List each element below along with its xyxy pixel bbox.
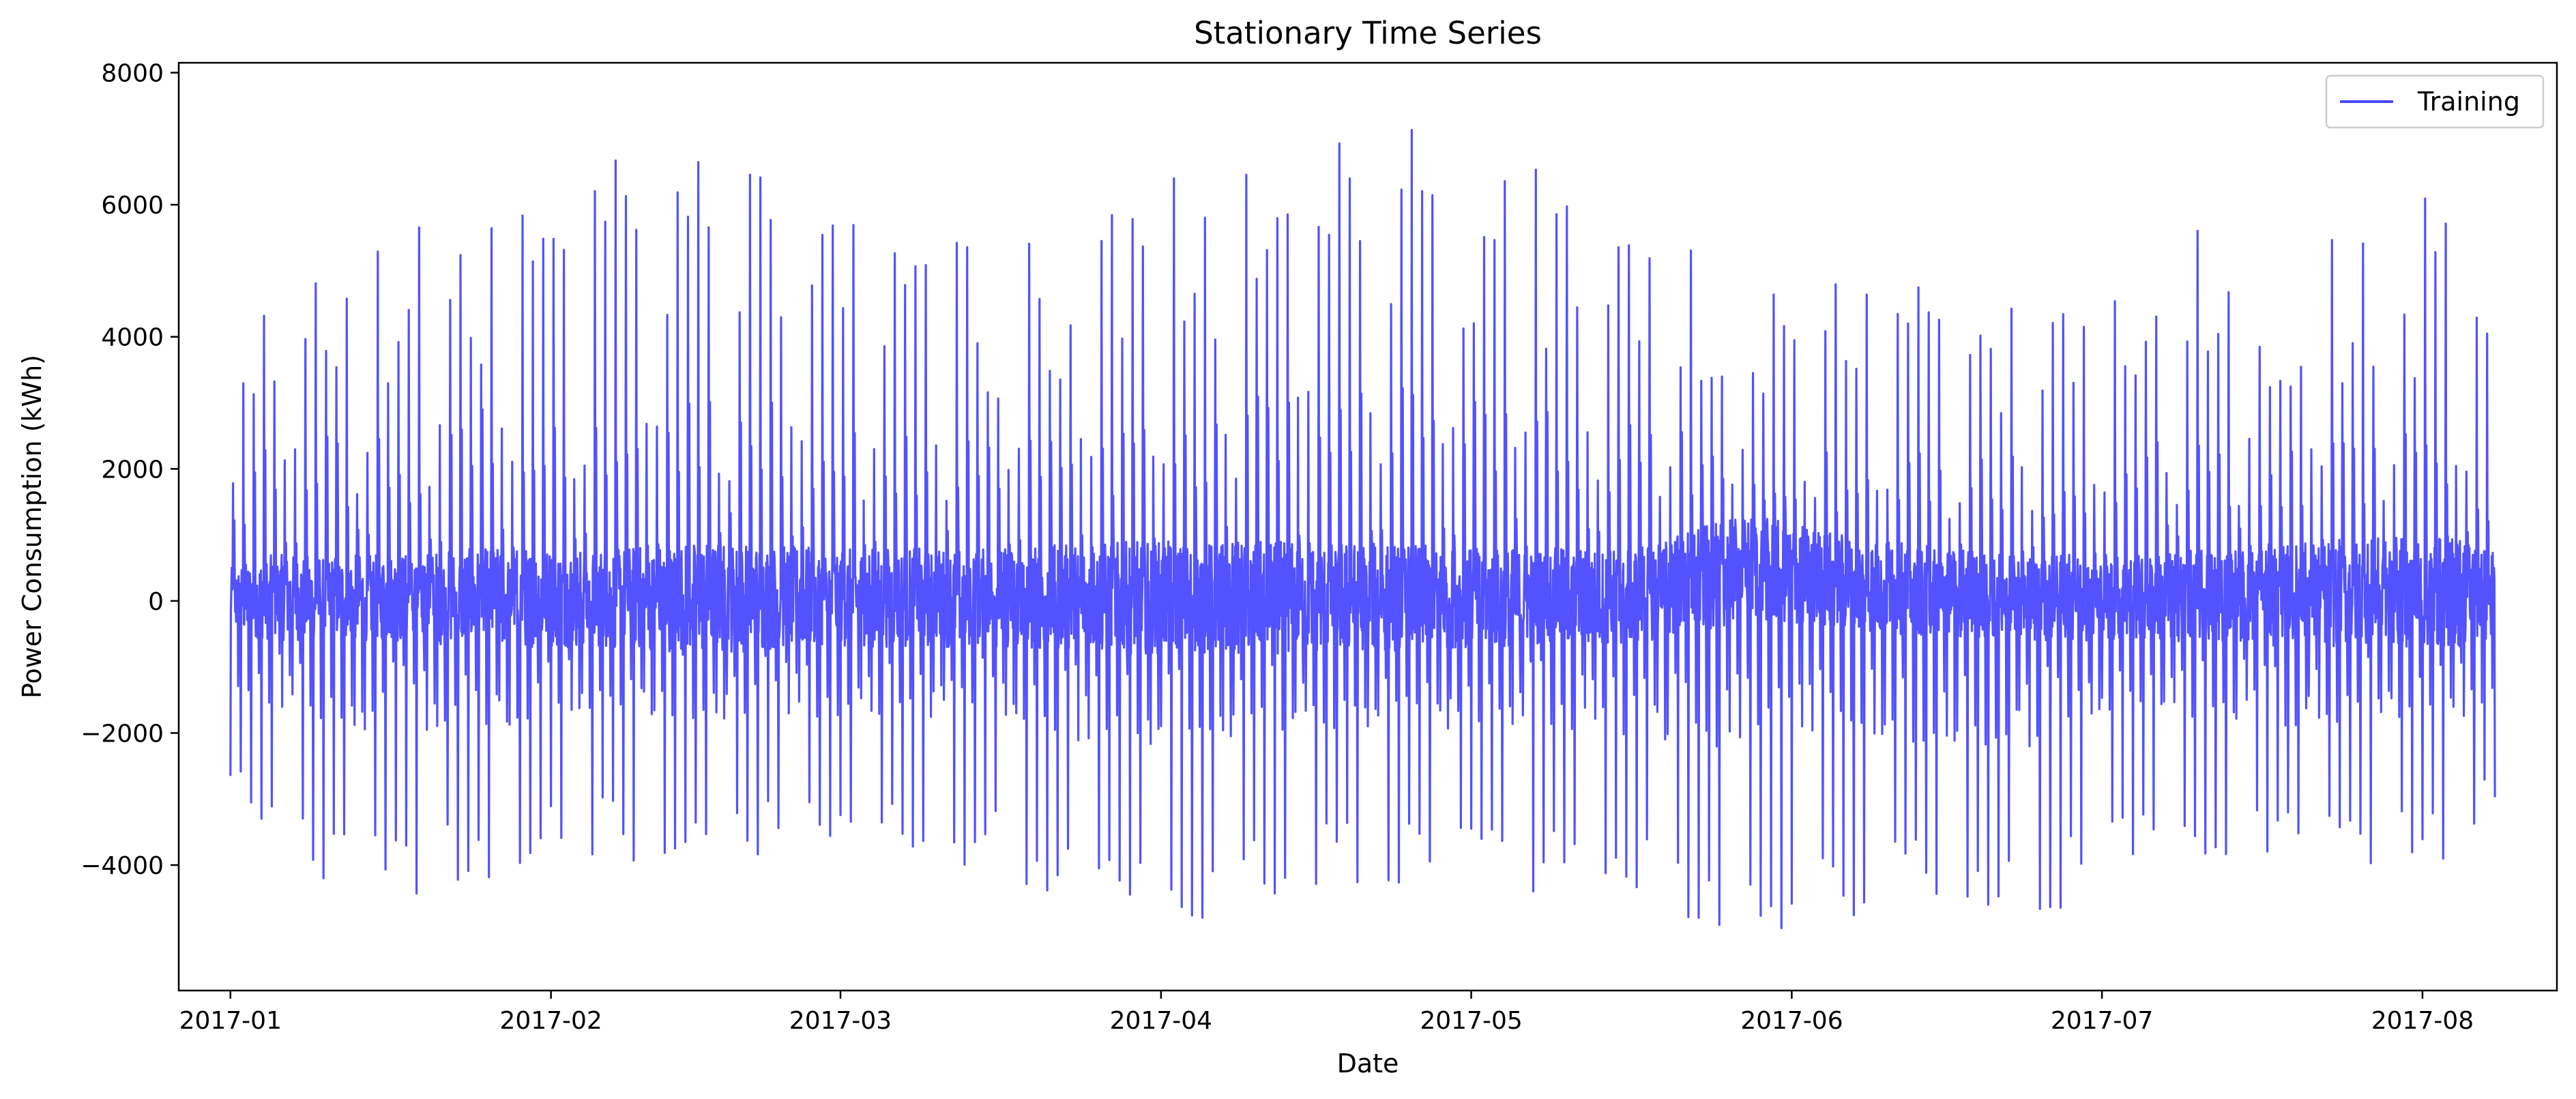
y-axis: −4000 −2000 0 2000 4000 6000 8000	[80, 60, 179, 880]
x-tick-label: 2017-03	[789, 1007, 892, 1035]
series-line-training	[229, 129, 2496, 929]
x-tick-label: 2017-07	[2051, 1007, 2153, 1035]
plot-frame	[177, 61, 2558, 992]
series-layer	[229, 129, 2496, 929]
y-axis-title: Power Consumption (kWh)	[17, 355, 47, 699]
y-tick-label: −2000	[80, 720, 164, 748]
x-tick-label: 2017-01	[179, 1007, 282, 1035]
y-tick-label: −4000	[80, 852, 164, 880]
x-tick-label: 2017-08	[2371, 1007, 2474, 1035]
y-tick-label: 8000	[101, 60, 164, 88]
chart-title: Stationary Time Series	[1194, 15, 1542, 51]
x-axis-title: Date	[1337, 1049, 1399, 1079]
x-tick-label: 2017-05	[1420, 1007, 1522, 1035]
y-tick-label: 6000	[101, 192, 164, 220]
x-tick-label: 2017-06	[1740, 1007, 1843, 1035]
legend: Training	[2325, 74, 2545, 129]
legend-label-training: Training	[2417, 87, 2520, 117]
y-tick-label: 0	[148, 588, 164, 616]
y-tick-label: 4000	[101, 324, 164, 352]
x-axis: 2017-01 2017-02 2017-03 2017-04 2017-05 2017-…	[179, 991, 2474, 1035]
legend-box	[2325, 74, 2545, 129]
x-tick-label: 2017-02	[499, 1007, 602, 1035]
x-tick-label: 2017-04	[1110, 1007, 1212, 1035]
y-tick-label: 2000	[101, 456, 164, 484]
